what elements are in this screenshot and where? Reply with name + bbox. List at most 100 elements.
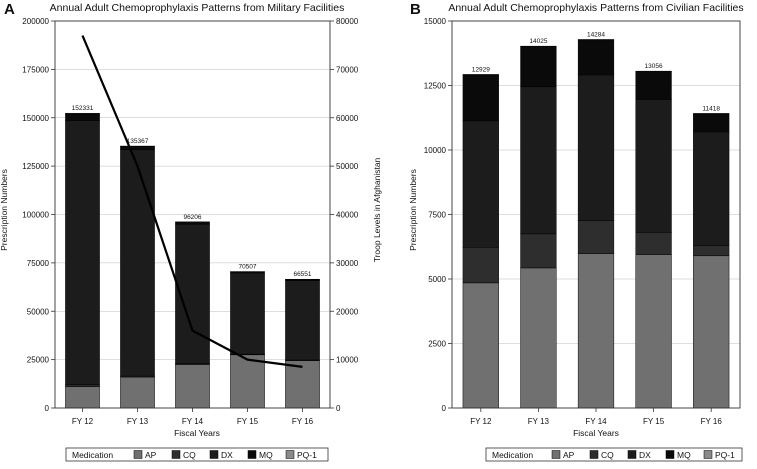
panel-b-bar-mq [521,47,557,87]
panel-a-bar-mq [120,146,154,149]
panel-b-bar-mq [578,40,614,75]
panel-b-legend-label-dx: DX [639,450,651,460]
panel-a-legend-label-cq: CQ [183,450,196,460]
panel-b-legend-swatch-ap [552,451,560,459]
panel-b-bar-dx [693,132,729,246]
panel-b-bar-cq [521,234,557,268]
panel-b-total-label: 11418 [702,105,720,112]
panel-a-total-label: 96206 [183,214,201,221]
panel-b-bar-ap [521,268,557,408]
panel-a-y2tick-label: 20000 [336,307,359,316]
panel-a-ytick-label: 0 [45,404,50,413]
panel-b-legend-swatch-dx [628,451,636,459]
panel-b-bar-dx [636,99,672,232]
panel-b-ytick-label: 15000 [424,17,447,26]
panel-b-bar-ap [693,256,729,408]
panel-b-bar-mq [693,114,729,132]
panel-b-bar-ap [636,254,672,408]
panel-a-legend-swatch-mq [248,451,256,459]
panel-a-bar-ap [175,364,209,408]
panel-a-title: Annual Adult Chemoprophylaxis Patterns f… [50,2,345,14]
panel-b-ytick-label: 0 [442,404,447,413]
panel-a-legend-swatch-ap [134,451,142,459]
panel-b-xtick-label: FY 12 [470,417,492,426]
panel-b-ytick-label: 7500 [428,211,446,220]
panel-a-xtick-label: FY 14 [182,417,204,426]
panel-b-xtick-label: FY 16 [701,417,723,426]
panel-a-y2tick-label: 60000 [336,114,359,123]
panel-a-y2tick-label: 80000 [336,17,359,26]
panel-a-ytick-label: 150000 [22,114,49,123]
panel-a-legend-label-pq-1: PQ-1 [297,450,317,460]
panel-a-legend-swatch-pq-1 [286,451,294,459]
panel-b-total-label: 14284 [587,31,605,38]
panel-a-ytick-label: 25000 [27,356,50,365]
panel-b-bar-dx [578,75,614,221]
panel-b-legend: Medication [486,448,742,461]
panel-b-title: Annual Adult Chemoprophylaxis Patterns f… [448,2,743,14]
panel-a-y2tick-label: 0 [336,404,341,413]
panel-a-ytick-label: 100000 [22,211,49,220]
panel-b-total-label: 13056 [645,63,663,70]
panel-b-bar-mq [636,72,672,100]
panel-a-legend-label-ap: AP [145,450,157,460]
panel-b-ytick-label: 10000 [424,146,447,155]
panel-b-legend-swatch-pq-1 [704,451,712,459]
panel-b-ytick-label: 2500 [428,340,446,349]
panel-a-bar-dx [65,121,99,385]
panel-a-bar-ap [285,361,319,408]
panel-a-bar-ap [230,355,264,408]
panel-b-bar-ap [578,254,614,408]
panel-a-total-label: 70507 [238,264,256,271]
panel-b-legend-title: Medication [492,450,533,460]
panel-a-y2tick-label: 70000 [336,65,359,74]
panel-b-xlabel: Fiscal Years [573,428,619,438]
panel-a-legend-swatch-cq [172,451,180,459]
panel-a-total-label: 66551 [293,271,311,278]
panel-a-ytick-label: 50000 [27,307,50,316]
panel-a-total-label: 152331 [72,105,94,112]
panel-b-xtick-label: FY 13 [528,417,550,426]
panel-a-ytick-label: 200000 [22,17,49,26]
panel-a-xtick-label: FY 15 [237,417,259,426]
panel-b-legend-swatch-mq [666,451,674,459]
panel-b-bar-mq [463,75,499,121]
panel-b-legend-label-cq: CQ [601,450,614,460]
panel-a-ylabel: Prescription Numbers [0,169,9,251]
panel-a-bar-dx [285,281,319,360]
panel-b-letter: B [410,1,421,18]
panel-a-ytick-label: 75000 [27,259,50,268]
panel-b-bar-cq [578,221,614,254]
panel-b-legend-label-ap: AP [563,450,575,460]
panel-a-bar-dx [230,273,264,354]
panel-b-ytick-label: 5000 [428,275,446,284]
panel-a-y2tick-label: 50000 [336,162,359,171]
panel-b-bar-cq [636,232,672,254]
panel-b-bar-cq [463,247,499,283]
panel-a-y2tick-label: 40000 [336,211,359,220]
panel-b-bar-ap [463,283,499,408]
panel-a-bar-mq [175,222,209,224]
panel-a-legend-title: Medication [72,450,113,460]
panel-a-bar-cq [65,385,99,387]
panel-a-bar-pq-1 [65,113,99,114]
panel-b-total-label: 12929 [472,66,490,73]
panel-a-xtick-label: FY 16 [292,417,314,426]
panel-a-bar-ap [120,377,154,408]
panel-a-ytick-label: 175000 [22,65,49,74]
panel-a-total-label: 135367 [127,138,149,145]
panel-b-bar-dx [521,87,557,234]
panel-a-legend-swatch-dx [210,451,218,459]
panel-a-y2tick-label: 30000 [336,259,359,268]
panel-b-legend-label-mq: MQ [677,450,691,460]
panel-b-xtick-label: FY 14 [585,417,607,426]
panel-a-xtick-label: FY 13 [127,417,149,426]
panel-a-bar-ap [65,387,99,408]
panel-a-legend-label-mq: MQ [259,450,273,460]
panel-a-bar-mq [65,114,99,121]
panel-a-xtick-label: FY 12 [72,417,94,426]
panel-b-legend-swatch-cq [590,451,598,459]
panel-b-xtick-label: FY 15 [643,417,665,426]
